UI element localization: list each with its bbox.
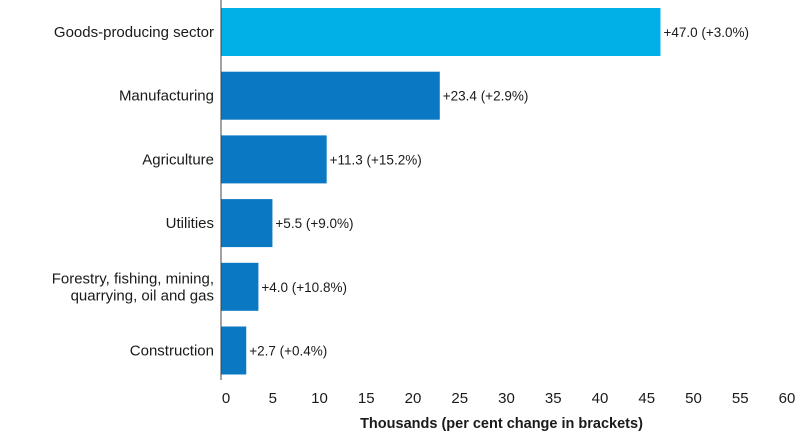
- x-tick-label: 0: [222, 390, 230, 407]
- bar: [221, 135, 327, 184]
- category-label: Manufacturing: [119, 88, 214, 105]
- bar: [221, 262, 259, 311]
- x-tick-label: 45: [638, 390, 655, 407]
- data-label: +11.3 (+15.2%): [330, 152, 422, 167]
- bar: [221, 8, 661, 56]
- category-label: Goods-producing sector: [54, 24, 214, 41]
- data-label: +2.7 (+0.4%): [249, 344, 327, 359]
- data-label: +5.5 (+9.0%): [275, 216, 353, 231]
- x-tick-label: 55: [732, 390, 749, 407]
- bar: [221, 71, 440, 120]
- x-tick-label: 35: [545, 390, 562, 407]
- bar: [221, 326, 247, 375]
- value-labels-group: +47.0 (+3.0%) +23.4 (+2.9%) +11.3 (+15.2%)…: [249, 25, 749, 359]
- data-label: +4.0 (+10.8%): [261, 280, 347, 295]
- x-tick-label: 25: [451, 390, 468, 407]
- x-tick-labels-group: 0 5 10 15 20 25 30 35 40 45 50 55 60: [222, 390, 796, 407]
- category-label: Utilities: [166, 215, 214, 232]
- x-tick-label: 15: [358, 390, 375, 407]
- bars-group: [221, 8, 661, 375]
- x-tick-label: 60: [779, 390, 796, 407]
- category-label: quarrying, oil and gas: [71, 287, 214, 304]
- x-tick-label: 50: [685, 390, 702, 407]
- x-tick-label: 40: [592, 390, 609, 407]
- category-labels-group: Goods-producing sector Manufacturing Agric…: [52, 24, 214, 360]
- x-tick-label: 5: [269, 390, 277, 407]
- x-axis-title: Thousands (per cent change in brackets): [360, 416, 643, 432]
- category-label: Forestry, fishing, mining,: [52, 270, 214, 287]
- category-label: Construction: [130, 343, 214, 360]
- x-tick-label: 30: [498, 390, 515, 407]
- data-label: +47.0 (+3.0%): [663, 25, 749, 40]
- bar: [221, 199, 273, 248]
- x-tick-label: 10: [311, 390, 328, 407]
- x-tick-label: 20: [405, 390, 422, 407]
- data-label: +23.4 (+2.9%): [443, 89, 529, 104]
- category-label: Agriculture: [142, 151, 214, 168]
